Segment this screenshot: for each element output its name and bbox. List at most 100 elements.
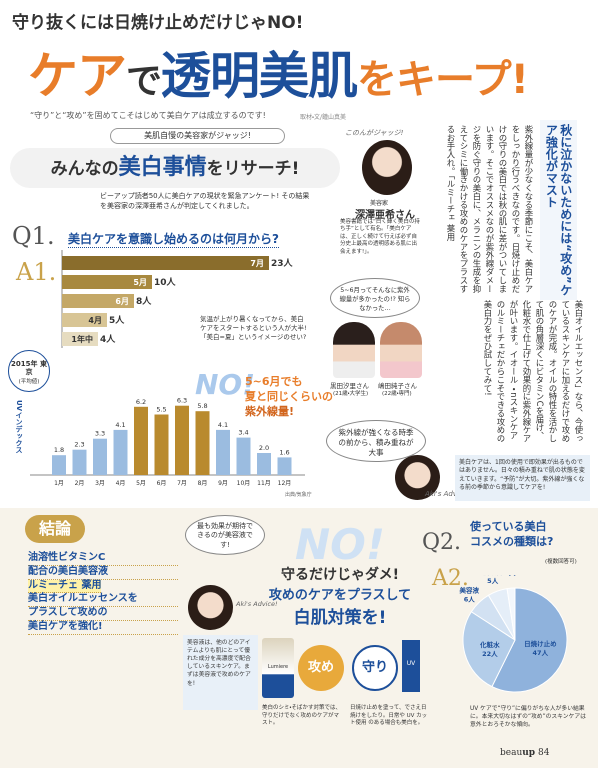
- q-label: Q2.: [422, 530, 462, 555]
- bar: [52, 455, 66, 475]
- lead: “守り”と“攻め”を固めてこそはじめて美白ケアは成立するのです!: [30, 111, 266, 120]
- bar: [113, 429, 128, 475]
- bar-value: 10人: [154, 277, 177, 288]
- intro: ビーアップ読者50人に美白ケアの現状を緊急アンケート! その結果を美容家の深澤亜…: [100, 192, 310, 210]
- bar: [62, 294, 134, 308]
- headline-part: をキープ!: [357, 57, 529, 103]
- middle-heading: 守るだけじゃダメ! 攻めのケアをプラスして 白肌対策を!: [250, 565, 430, 631]
- bar-value: 5.8: [197, 402, 207, 410]
- person-info: (21歳・大学生): [333, 391, 369, 397]
- x-tick-label: 2月: [75, 480, 85, 487]
- question-line: 使っている美白: [470, 520, 547, 533]
- uv-title-badge: 2015年 東京 (平均値): [8, 350, 50, 392]
- photo: [333, 322, 375, 378]
- bar-category: 7月: [250, 259, 264, 268]
- bar: [154, 414, 169, 475]
- uv-title: 2015年 東京: [11, 360, 47, 377]
- bubble: 5~6月ってそんなに紫外線量が多かったの!? 知らなかった…: [330, 278, 420, 318]
- footer: beauup 84: [500, 748, 549, 758]
- conclusion-line: プラスして攻めの: [28, 607, 178, 621]
- column-body: 紫外線量が少なくなる季節にこそ、美白ケアをしっかり行うべきなのです。日焼け止めだ…: [445, 125, 534, 293]
- comment: 美容液は、他のどのアイテムよりも肌にとって優れた成分を高濃度で配合しているスキン…: [183, 635, 258, 710]
- heading-part: みんなの: [50, 159, 119, 179]
- pie-label: 化粧水: [479, 640, 500, 649]
- advisor-photo: [188, 585, 233, 630]
- heading-line: 守るだけじゃダメ!: [281, 567, 399, 583]
- bar-value: 1.6: [279, 448, 289, 456]
- pie-value: 22人: [482, 650, 498, 658]
- uv-chart: 1.8 1月 2.3 2月 3.3 3月 4.1 4月 6.2 5月 5.5 6月 6.3 7月 5.8 8月…: [30, 397, 305, 487]
- callout-line: 紫外線量!: [245, 404, 295, 418]
- x-tick-label: 11月: [257, 480, 271, 487]
- bar-value: 5人: [109, 315, 125, 326]
- q1-note: 気温が上がり暑くなってから、美白ケアをスタートするという人が大半!「美白=夏」と…: [200, 315, 307, 342]
- bar-value: 6.2: [136, 398, 146, 406]
- bar: [277, 457, 292, 475]
- question: 使っている美白 コスメの種類は?: [470, 520, 553, 550]
- bar-category: 5月: [133, 278, 147, 287]
- x-tick-label: 8月: [198, 480, 208, 487]
- headline-part: 透明美肌: [161, 47, 358, 105]
- pie-value: 47人: [533, 649, 549, 657]
- person-name: 嶋田純子さん: [378, 382, 417, 390]
- bar: [195, 411, 210, 475]
- conclusion-line: ルミーチェ 薬用: [28, 579, 102, 594]
- q2-chart: 日焼け止め47人化粧水22人美容液6人洗顔料5人ライン使い2人: [459, 575, 568, 693]
- x-tick-label: 12月: [278, 480, 292, 487]
- bar: [236, 437, 251, 475]
- x-tick-label: 4月: [116, 480, 126, 487]
- uv-subtitle: (平均値): [18, 378, 40, 385]
- bar-category: 6月: [115, 297, 129, 306]
- bubble: 紫外線が強くなる時季の前から、積み重ねが大事: [326, 420, 426, 462]
- page-number: 84: [537, 748, 550, 758]
- x-tick-label: 9月: [218, 480, 228, 487]
- q1-chart: 7月 23人 5月 10人 6月 8人 4月 5人 1年中 4人: [61, 250, 294, 348]
- pie-slice: [491, 587, 568, 693]
- bubble: 最も効果が期待できるのが美容液です!: [185, 515, 265, 555]
- headline-part: ケア: [28, 47, 127, 105]
- pie-slice: [506, 587, 516, 641]
- bar-value: 4.1: [218, 421, 228, 429]
- bar-value: 5.5: [156, 406, 166, 414]
- survey-heading: みんなの美白事情をリサーチ!: [10, 148, 340, 188]
- callout: 5~6月でも 夏と同じくらいの 紫外線量!: [245, 375, 333, 420]
- pie-label: 日焼け止め: [524, 639, 557, 648]
- middle-note: 日焼け止めを塗って、でさえ日焼けをしたり。日常や UV カット使用 のある場合も…: [350, 705, 428, 727]
- brand: beau: [500, 748, 523, 758]
- bar: [134, 406, 148, 475]
- bar: [257, 453, 271, 475]
- expert-photo: [362, 140, 412, 195]
- q-label: Q1.: [12, 222, 55, 250]
- column-title: 秋に泣かないためには“攻め”ケア強化がマスト: [540, 120, 577, 300]
- x-tick-label: 7月: [177, 480, 187, 487]
- conclusion-line: 美白ケアを強化!: [28, 621, 178, 635]
- person-name: 黒田汐里さん: [330, 382, 369, 390]
- bar-category: 4月: [88, 316, 102, 325]
- uv-ylabel: UVインデックス: [15, 400, 23, 454]
- no-mark: NO!: [195, 368, 256, 401]
- bar-value: 3.3: [95, 430, 105, 438]
- headline: ケアで透明美肌をキープ!: [28, 36, 529, 108]
- comment: 美白ケアは、1回の使用で即効果が出るものではありません。日々の積み重ねで肌の状態…: [455, 455, 590, 501]
- pie-label: 洗顔料: [483, 575, 503, 576]
- defend-badge: 守り: [352, 645, 398, 691]
- conclusion: 油溶性ビタミンC 配合の美白美容液 ルミーチェ 薬用 美白オイルエッセンスを プラスして…: [28, 552, 178, 635]
- x-tick-label: 5月: [136, 480, 146, 487]
- conclusion-badge: 結論: [25, 515, 85, 543]
- headline-part: で: [126, 61, 162, 102]
- expert-name: 深澤亜希さん: [355, 210, 415, 221]
- callout-line: 夏と同じくらいの: [245, 389, 333, 403]
- x-tick-label: 3月: [95, 480, 105, 487]
- bar: [216, 429, 230, 475]
- pie-slice: [462, 611, 516, 688]
- conclusion-line: 油溶性ビタミンC: [28, 552, 178, 566]
- question: 美白ケアを意識し始めるのは何月から?: [68, 232, 279, 248]
- credit: 取材・文/鐘山真美: [300, 114, 347, 121]
- conclusion-line: 美白オイルエッセンスを: [28, 593, 178, 608]
- product: Lumiere: [262, 638, 294, 698]
- bar-value: 2.0: [259, 444, 269, 452]
- column-body: 美白オイルエッセンス」なら、今使っているスキンケアに加えるだけで攻めのケアが完成…: [482, 300, 584, 443]
- q2-note: (複数回答可): [545, 559, 577, 565]
- heading-part: 美白事情: [118, 155, 207, 180]
- bar: [62, 332, 98, 346]
